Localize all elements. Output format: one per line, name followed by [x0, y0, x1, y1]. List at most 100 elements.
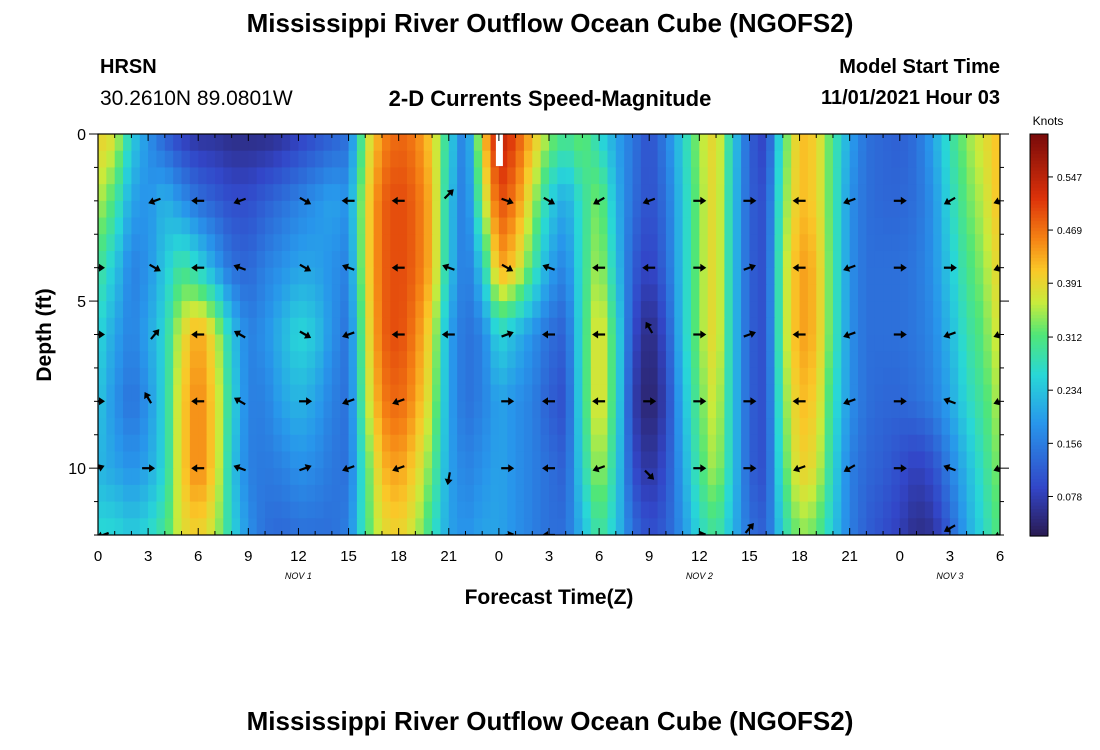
- heatmap-cell: [465, 434, 475, 453]
- heatmap-cell: [407, 150, 416, 169]
- heatmap-cell: [390, 200, 400, 219]
- heatmap-cell: [841, 468, 851, 486]
- heatmap-cell: [624, 200, 634, 219]
- heatmap-cell: [181, 351, 191, 369]
- heatmap-cell: [348, 518, 358, 535]
- heatmap-cell: [615, 484, 625, 503]
- heatmap-cell: [482, 384, 492, 402]
- heatmap-cell: [732, 217, 742, 235]
- heatmap-cell: [223, 401, 233, 419]
- heatmap-cell: [98, 401, 107, 419]
- heatmap-cell: [231, 401, 241, 419]
- heatmap-cell: [791, 150, 801, 169]
- heatmap-cell: [340, 200, 350, 219]
- heatmap-cell: [841, 367, 851, 386]
- heatmap-cell: [189, 384, 199, 402]
- heatmap-cell: [373, 317, 383, 336]
- heatmap-cell: [407, 184, 416, 202]
- heatmap-cell: [214, 200, 224, 219]
- heatmap-cell: [173, 150, 183, 169]
- heatmap-cell: [198, 401, 208, 419]
- heatmap-cell: [891, 384, 901, 402]
- heatmap-cell: [883, 418, 893, 436]
- heatmap-cell: [206, 217, 216, 235]
- heatmap-cell: [356, 234, 366, 252]
- heatmap-cell: [949, 401, 959, 419]
- heatmap-cell: [323, 518, 333, 535]
- heatmap-cell: [690, 217, 700, 235]
- heatmap-cell: [440, 167, 450, 185]
- heatmap-cell: [156, 317, 166, 336]
- heatmap-cell: [331, 451, 341, 469]
- heatmap-cell: [139, 301, 149, 319]
- heatmap-cell: [407, 250, 416, 269]
- heatmap-cell: [265, 250, 274, 269]
- heatmap-cell: [256, 418, 266, 436]
- heatmap-cell: [716, 317, 725, 336]
- heatmap-cell: [365, 267, 375, 285]
- heatmap-cell: [390, 301, 400, 319]
- heatmap-cell: [724, 200, 734, 219]
- heatmap-cell: [774, 150, 784, 169]
- heatmap-cell: [515, 167, 525, 185]
- heatmap-cell: [590, 484, 600, 503]
- heatmap-cell: [331, 434, 341, 453]
- heatmap-cell: [448, 468, 458, 486]
- y-axis-label: Depth (ft): [33, 288, 56, 381]
- heatmap-cell: [256, 167, 266, 185]
- heatmap-cell: [465, 367, 475, 386]
- heatmap-cell: [523, 367, 533, 386]
- heatmap-cell: [816, 367, 826, 386]
- heatmap-cell: [832, 434, 842, 453]
- heatmap-cell: [306, 317, 316, 336]
- heatmap-cell: [139, 217, 149, 235]
- heatmap-cell: [281, 468, 291, 486]
- heatmap-cell: [290, 217, 300, 235]
- heatmap-cell: [832, 134, 842, 152]
- heatmap-cell: [415, 150, 425, 169]
- heatmap-cell: [574, 518, 584, 535]
- heatmap-cell: [515, 401, 525, 419]
- heatmap-cell: [198, 484, 208, 503]
- heatmap-cell: [916, 167, 926, 185]
- heatmap-cell: [239, 184, 249, 202]
- heatmap-cell: [448, 184, 458, 202]
- arrow-head: [148, 197, 156, 205]
- heatmap-cell: [440, 351, 450, 369]
- current-arrow: [299, 397, 313, 406]
- heatmap-cell: [206, 317, 216, 336]
- heatmap-cell: [590, 134, 600, 152]
- heatmap-cell: [916, 484, 926, 503]
- heatmap-cell: [365, 351, 375, 369]
- current-arrow: [191, 464, 205, 473]
- heatmap-cell: [398, 451, 408, 469]
- heatmap-cell: [507, 234, 517, 252]
- heatmap-cell: [507, 184, 517, 202]
- heatmap-cell: [916, 334, 926, 352]
- heatmap-cell: [173, 468, 183, 486]
- heatmap-cell: [983, 150, 993, 169]
- heatmap-cell: [98, 134, 107, 152]
- colorbar-swatch: [1030, 291, 1048, 296]
- heatmap-cell: [281, 501, 291, 519]
- heatmap-cell: [657, 234, 667, 252]
- day-labels: NOV 1 NOV 2 NOV 3: [285, 571, 963, 581]
- heatmap-cell: [440, 150, 450, 169]
- heatmap-cell: [958, 484, 968, 503]
- heatmap-cell: [515, 501, 525, 519]
- heatmap-cell: [707, 250, 717, 269]
- heatmap-cell: [290, 418, 300, 436]
- colorbar-swatch: [1030, 247, 1048, 252]
- heatmap-cell: [832, 250, 842, 269]
- heatmap-cell: [707, 184, 717, 202]
- heatmap-cell: [490, 184, 500, 202]
- heatmap-cell: [624, 484, 634, 503]
- heatmap-cell: [607, 250, 617, 269]
- heatmap-cell: [899, 334, 909, 352]
- heatmap-cell: [114, 401, 124, 419]
- heatmap-cell: [958, 468, 968, 486]
- heatmap-cell: [298, 384, 308, 402]
- arrow-head: [341, 196, 348, 205]
- heatmap-cell: [958, 451, 968, 469]
- heatmap-cell: [841, 234, 851, 252]
